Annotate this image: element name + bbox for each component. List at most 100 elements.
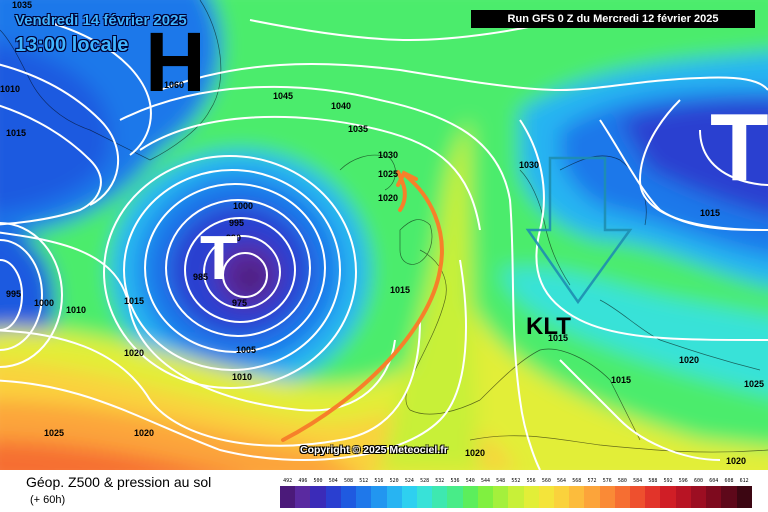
legend-label: 588 [648,478,658,484]
legend-swatch [462,486,478,508]
legend-label: 548 [496,478,506,484]
legend-label: 568 [572,478,582,484]
isobar-label: 1025 [744,379,765,389]
legend-swatch [538,486,554,508]
weather-map: 1035 1065 1060 1045 1040 1035 1030 1025 … [0,0,768,470]
isobar-label: 1040 [331,101,352,111]
legend-label: 496 [298,478,308,484]
legend-label: 584 [633,478,643,484]
isobar-label: 1020 [465,448,486,458]
legend-swatch [630,486,646,508]
low-pressure-symbol: T [710,94,768,201]
valid-date: Vendredi 14 février 2025 [15,12,187,29]
legend-swatch [675,486,691,508]
isobar-label: 1025 [44,428,65,438]
isobars [0,11,768,470]
legend-swatch [614,486,631,508]
legend-swatch [432,486,448,508]
isobar-label: 1065 [170,56,191,66]
isobar-label: 1025 [378,169,399,179]
isobar-label: 1010 [232,372,253,382]
isobar-label: 1020 [679,355,700,365]
legend-label: 608 [724,478,734,484]
isobar-label: 1030 [519,160,540,170]
legend-label: 504 [328,478,338,484]
legend-swatch [569,486,585,508]
legend-swatch [280,486,296,508]
warm-arrow [281,170,444,442]
isobar-label: 1015 [611,375,632,385]
isobar-label: 1015 [700,208,721,218]
isobar-label: 1030 [378,150,399,160]
legend-label: 596 [678,478,688,484]
legend-swatch [310,486,326,508]
isobar-label: 1045 [273,91,294,101]
legend-swatch [660,486,676,508]
legend-label: 528 [420,478,430,484]
legend-swatch [477,486,494,508]
geopotential-field [0,0,768,470]
legend-label: 520 [389,478,399,484]
legend-swatch [340,486,357,508]
isobar-label: 995 [6,289,22,299]
legend-swatch [356,486,372,508]
legend-swatch [706,486,722,508]
legend-swatch [553,486,570,508]
legend-swatch [447,486,463,508]
isobar-label: 1060 [164,80,185,90]
isobar-label: 1015 [124,296,145,306]
legend-swatch [645,486,661,508]
legend-label: 580 [617,478,627,484]
legend-color-bar [280,486,752,508]
legend-label: 512 [359,478,369,484]
isobar-label: 1035 [12,0,33,10]
isobar-label: 985 [193,272,209,282]
color-legend: 492 496 500 504 508 512 516 520 524 528 532 536 540 5… [280,478,752,508]
isobar-label: 1015 [390,285,411,295]
legend-swatch [416,486,433,508]
legend-swatch [736,486,752,508]
legend-swatch [523,486,539,508]
legend-label: 540 [465,478,475,484]
map-canvas [0,0,768,470]
isobar-label: 1035 [348,124,369,134]
isobar-label: 1015 [548,333,569,343]
isobar-label: 1010 [0,84,21,94]
legend-swatch [508,486,524,508]
isobar-label: 1020 [124,348,145,358]
legend-labels: 492 496 500 504 508 512 516 520 524 528 532 536 540 5… [280,478,752,486]
legend-label: 492 [283,478,293,484]
coastlines [0,0,768,453]
isobar-label: 995 [229,218,245,228]
legend-swatch [386,486,402,508]
legend-swatch [584,486,600,508]
legend-swatch [295,486,311,508]
legend-label: 612 [739,478,749,484]
legend-label: 536 [450,478,460,484]
legend-swatch [493,486,509,508]
valid-local-time: 13:00 locale [15,34,129,56]
model-run-label: Run GFS 0 Z du Mercredi 12 février 2025 [471,10,755,28]
isobar-label: 1020 [134,428,155,438]
legend-label: 516 [374,478,384,484]
legend-swatch [325,486,341,508]
legend-label: 564 [557,478,567,484]
isobar-label: 990 [226,233,242,243]
legend-label: 604 [709,478,719,484]
isobar-label: 1015 [6,128,27,138]
isobar-label: 1020 [378,193,399,203]
legend-label: 552 [511,478,521,484]
legend-swatch [690,486,707,508]
isobar-label: 1000 [233,201,254,211]
legend-label: 508 [343,478,353,484]
legend-label: 576 [602,478,612,484]
cold-arrow [525,156,633,305]
legend-swatch [721,486,737,508]
map-footer: Géop. Z500 & pression au sol (+ 60h) 492… [0,470,768,512]
copyright-notice: Copyright © 2025 Meteociel.fr [300,444,448,456]
isobar-label: 1010 [66,305,87,315]
legend-label: 600 [694,478,704,484]
forecast-hour: (+ 60h) [30,494,66,506]
legend-label: 532 [435,478,445,484]
legend-label: 560 [541,478,551,484]
